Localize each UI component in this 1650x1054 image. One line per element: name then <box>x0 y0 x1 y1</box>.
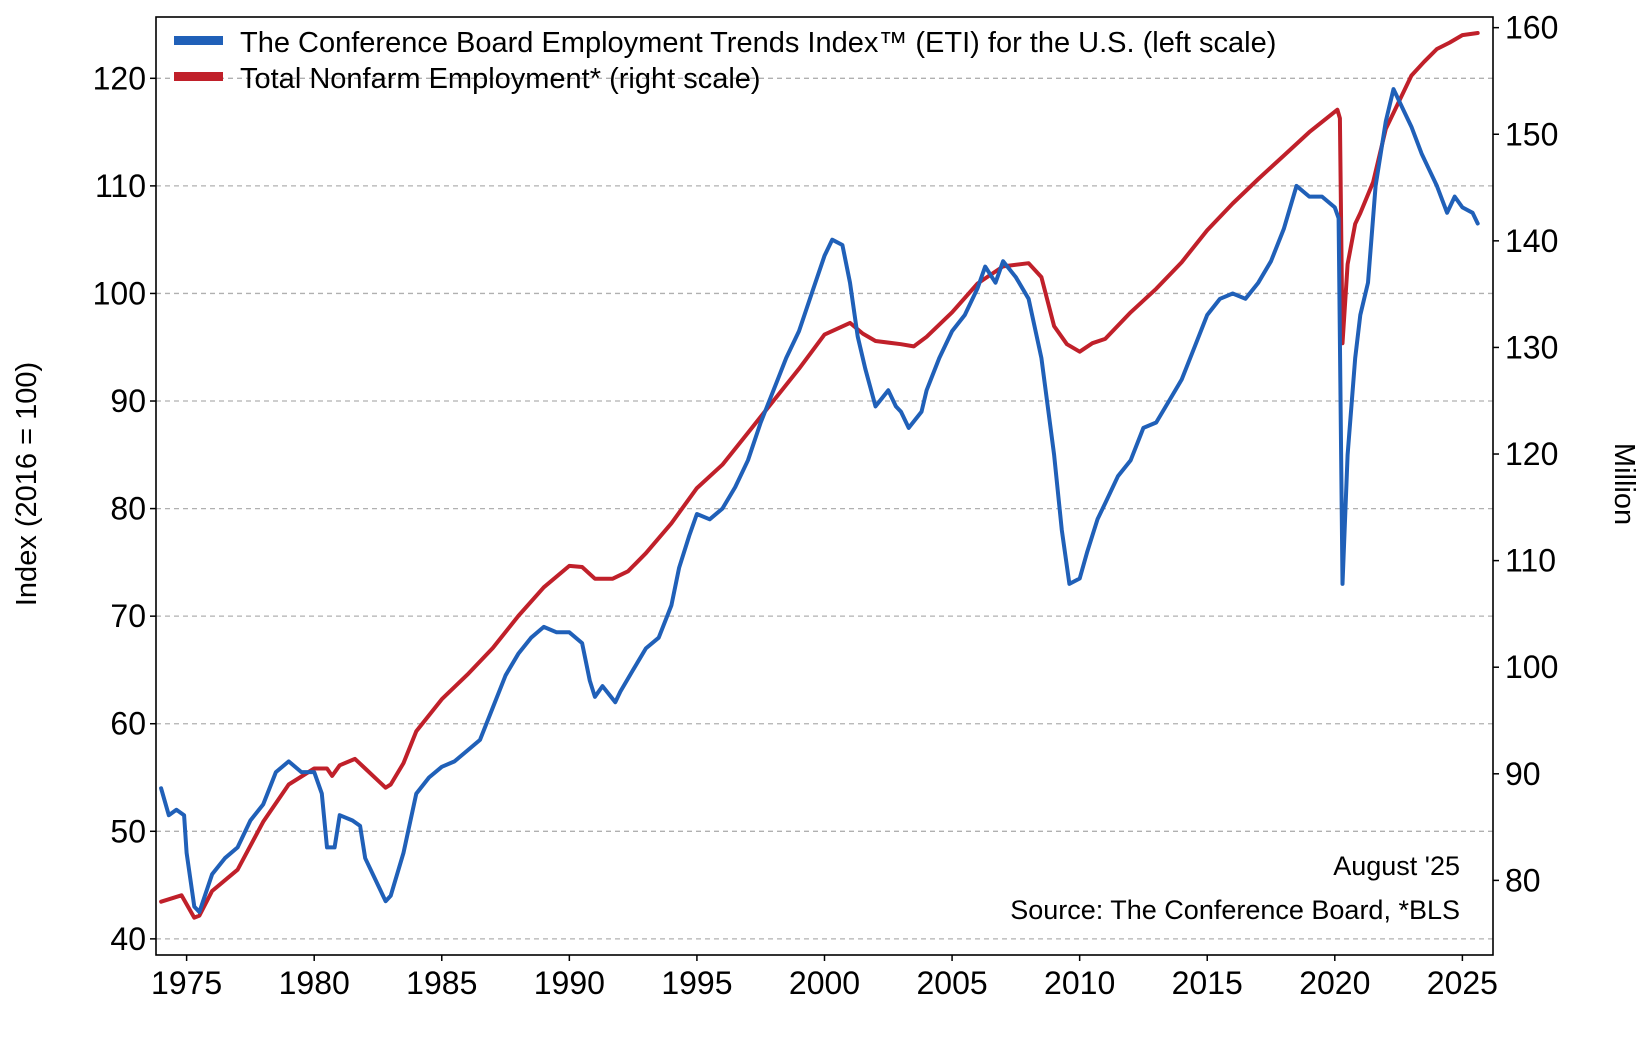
right-tick-label: 110 <box>1505 543 1556 579</box>
series-lines <box>159 31 1480 920</box>
left-tick-label: 70 <box>110 598 146 634</box>
right-axis-title: Million <box>1608 443 1640 525</box>
x-axis: 1975 1980 1985 1990 1995 2000 2005 2010 2015 2020… <box>151 955 1498 1001</box>
x-tick-label: 1995 <box>661 965 732 1001</box>
gridlines <box>156 77 1493 940</box>
right-tick-label: 80 <box>1505 862 1541 898</box>
x-tick-label: 1985 <box>406 965 477 1001</box>
x-tick-label: 1975 <box>151 965 222 1001</box>
right-tick-label: 150 <box>1505 116 1558 152</box>
left-y-axis: 40 50 60 70 80 90 100 110 120 <box>93 60 156 957</box>
date-note: August '25 <box>1333 851 1460 881</box>
nonfarm-series-line <box>159 31 1480 920</box>
x-tick-label: 1990 <box>534 965 605 1001</box>
x-tick-label: 2005 <box>916 965 987 1001</box>
plot-frame <box>155 16 1494 956</box>
right-tick-label: 90 <box>1505 756 1541 792</box>
right-tick-label: 140 <box>1505 223 1558 259</box>
x-tick-label: 2010 <box>1044 965 1115 1001</box>
legend-swatch-eti <box>174 36 223 45</box>
right-tick-label: 100 <box>1505 649 1558 685</box>
eti-series-line <box>159 87 1480 914</box>
x-tick-label: 2000 <box>789 965 860 1001</box>
source-note: Source: The Conference Board, *BLS <box>1010 895 1460 925</box>
left-tick-label: 110 <box>95 168 146 204</box>
right-tick-label: 130 <box>1505 329 1558 365</box>
left-tick-label: 120 <box>93 60 146 96</box>
right-tick-label: 160 <box>1505 10 1558 46</box>
right-tick-label: 120 <box>1505 436 1558 472</box>
left-tick-label: 50 <box>110 813 146 849</box>
legend: The Conference Board Employment Trends I… <box>174 27 1276 95</box>
left-tick-label: 90 <box>110 383 146 419</box>
legend-label-nonfarm: Total Nonfarm Employment* (right scale) <box>240 63 761 95</box>
x-tick-label: 2020 <box>1299 965 1370 1001</box>
right-y-axis: 80 90 100 110 120 130 140 150 160 <box>1493 10 1558 898</box>
left-axis-title: Index (2016 = 100) <box>11 362 43 606</box>
left-tick-label: 100 <box>93 275 146 311</box>
x-tick-label: 2025 <box>1427 965 1498 1001</box>
legend-swatch-nonfarm <box>174 72 223 81</box>
left-tick-label: 60 <box>110 706 146 742</box>
left-tick-label: 40 <box>110 921 146 957</box>
x-tick-label: 2015 <box>1172 965 1243 1001</box>
left-tick-label: 80 <box>110 491 146 527</box>
legend-label-eti: The Conference Board Employment Trends I… <box>240 27 1276 59</box>
x-tick-label: 1980 <box>279 965 350 1001</box>
